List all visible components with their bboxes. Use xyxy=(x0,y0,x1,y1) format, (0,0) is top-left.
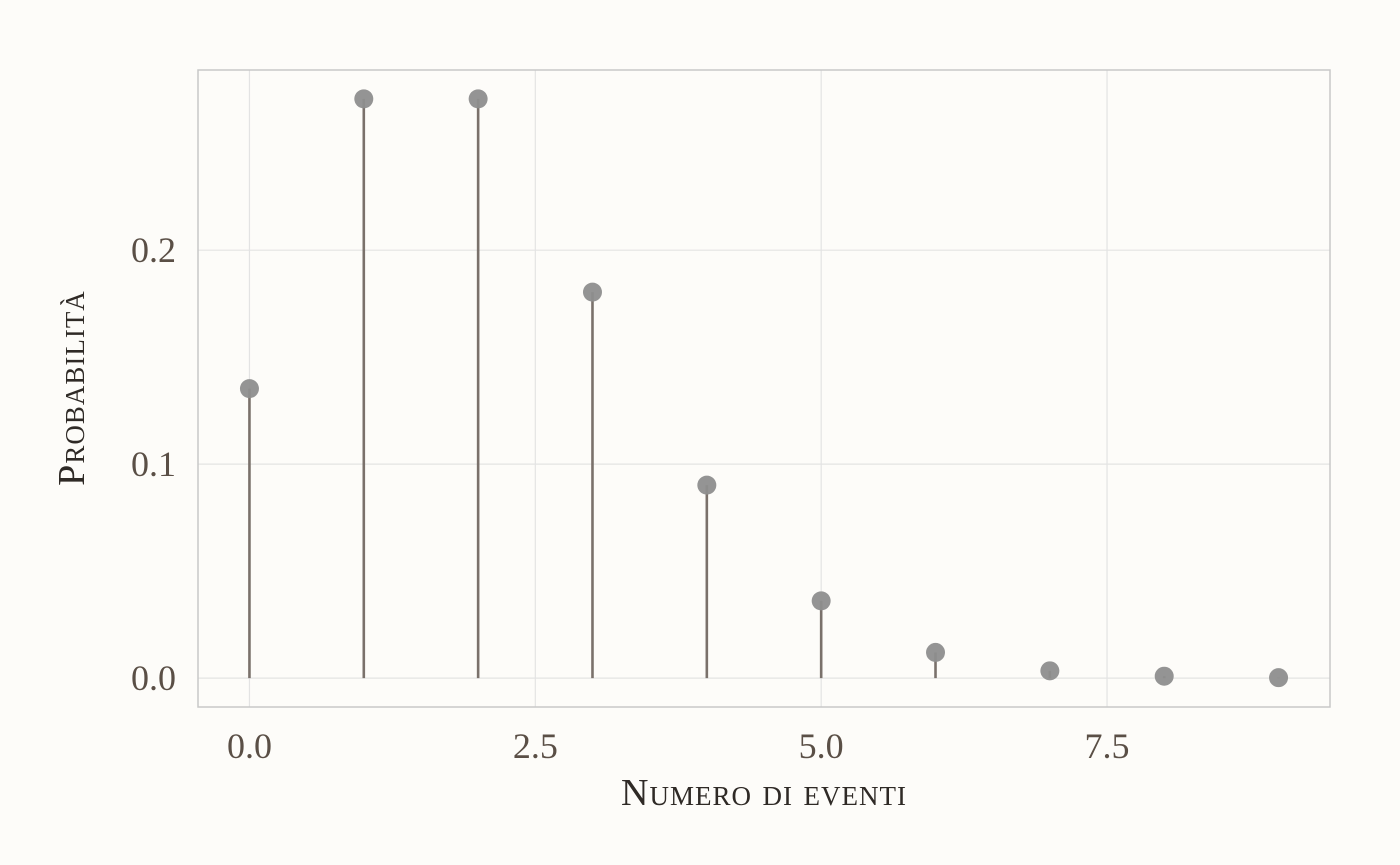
y-tick-label-0: 0.0 xyxy=(131,658,176,698)
point-4 xyxy=(697,475,717,495)
point-2 xyxy=(468,89,488,109)
x-tick-label-0: 0.0 xyxy=(227,726,272,766)
point-5 xyxy=(811,591,831,611)
point-7 xyxy=(1040,661,1060,681)
x-tick-label-3: 7.5 xyxy=(1085,726,1130,766)
y-tick-label-1: 0.1 xyxy=(131,444,176,484)
point-1 xyxy=(354,89,374,109)
x-axis-title: Numero di eventi xyxy=(621,772,907,814)
y-axis-title: Probabilità xyxy=(51,290,93,486)
point-8 xyxy=(1154,666,1174,686)
points xyxy=(239,89,1289,688)
x-tick-label-2: 5.0 xyxy=(799,726,844,766)
point-6 xyxy=(926,642,946,662)
grid-lines xyxy=(198,70,1330,707)
x-tick-labels: 0.0 2.5 5.0 7.5 xyxy=(227,726,1130,766)
x-tick-label-1: 2.5 xyxy=(513,726,558,766)
y-tick-labels: 0.0 0.1 0.2 xyxy=(131,230,176,698)
point-3 xyxy=(582,282,602,302)
y-tick-label-2: 0.2 xyxy=(131,230,176,270)
stems xyxy=(248,98,1280,679)
plot-panel-border xyxy=(197,69,1331,708)
point-9 xyxy=(1269,668,1289,688)
point-0 xyxy=(239,379,259,399)
